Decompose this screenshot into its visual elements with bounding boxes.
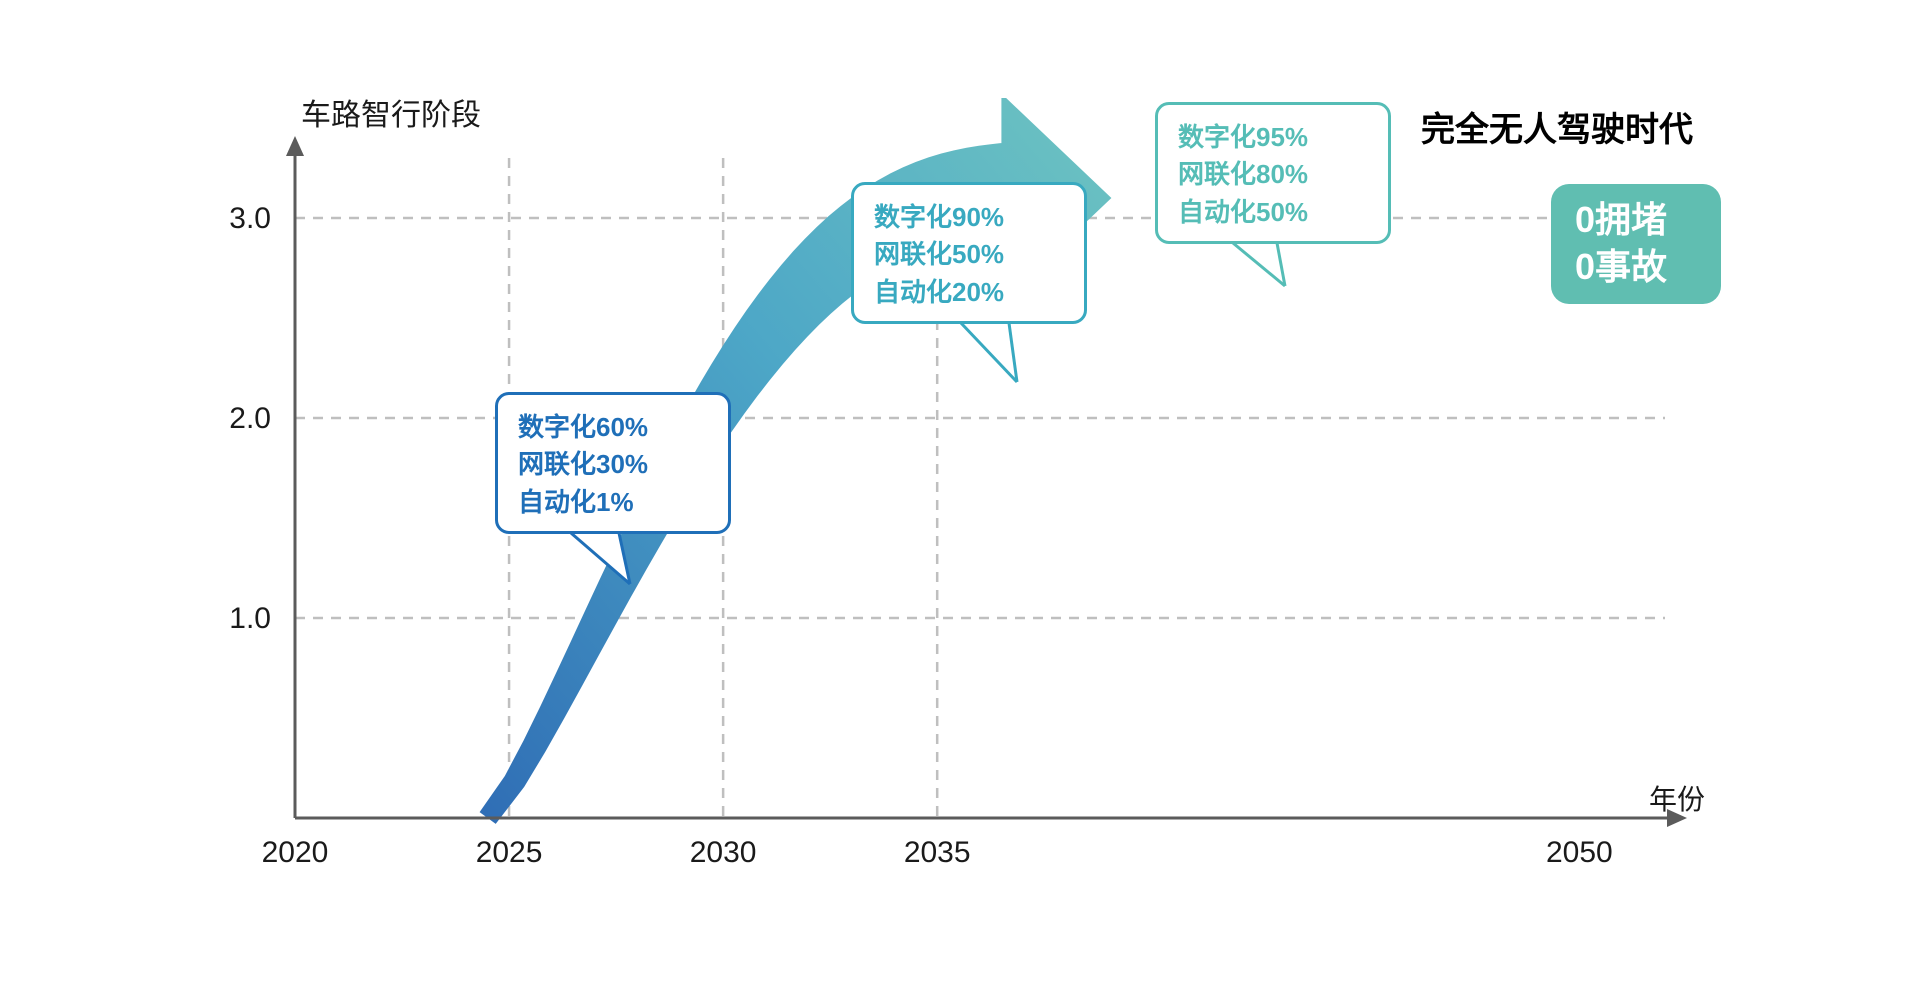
era-title: 完全无人驾驶时代: [1421, 102, 1693, 151]
goal-line-2: 0事故: [1575, 244, 1667, 291]
svg-text:2035: 2035: [904, 836, 971, 869]
svg-text:2025: 2025: [476, 836, 543, 869]
roadmap-chart: 1.02.03.020202025203020352050 车路智行阶段 年份 …: [195, 98, 1725, 908]
svg-text:2050: 2050: [1546, 836, 1613, 869]
goal-line-1: 0拥堵: [1575, 197, 1667, 244]
x-axis-title: 年份: [1649, 778, 1705, 818]
y-axis-title: 车路智行阶段: [301, 90, 481, 134]
svg-text:2.0: 2.0: [229, 402, 271, 435]
goal-badge: 0拥堵 0事故: [1551, 184, 1721, 304]
callout-2030: 数字化90% 网联化50% 自动化20%: [851, 182, 1087, 324]
callout-2035: 数字化95% 网联化80% 自动化50%: [1155, 102, 1391, 244]
callout-2025: 数字化60% 网联化30% 自动化1%: [495, 392, 731, 534]
svg-text:2020: 2020: [262, 836, 329, 869]
svg-text:2030: 2030: [690, 836, 757, 869]
svg-text:3.0: 3.0: [229, 202, 271, 235]
svg-text:1.0: 1.0: [229, 602, 271, 635]
